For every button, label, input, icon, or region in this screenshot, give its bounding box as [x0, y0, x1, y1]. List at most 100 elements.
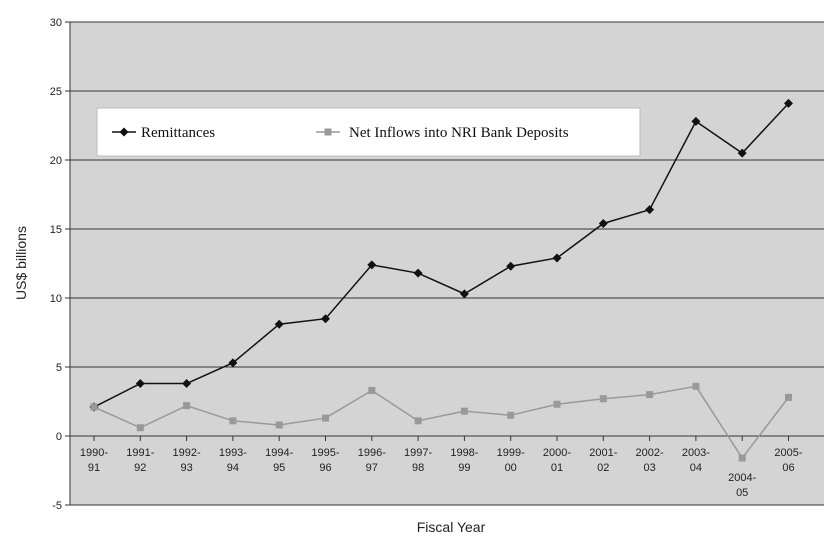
x-tick-labels: 1990- 91 1991- 92 1992- 93 1993- 94 1994- 95 1995-…	[80, 447, 803, 499]
data-point-1-4	[275, 421, 283, 429]
y-tick-labels: -5 0 5 10 15 20 25 30	[50, 17, 62, 512]
x-tick-label: 1994- 95	[265, 447, 293, 474]
data-point-1-15	[785, 393, 792, 401]
data-point-1-13	[692, 382, 700, 390]
x-tick-label-line: 2004-	[728, 472, 756, 484]
legend-marker-nri-deposits	[324, 128, 332, 136]
x-tick-label-line: 1997-	[404, 447, 432, 459]
x-tick-label: 2001- 02	[589, 447, 617, 474]
x-tick-label-line: 1996-	[358, 447, 386, 459]
x-tick-label-line: 94	[227, 462, 239, 474]
x-tick-label: 1996- 97	[358, 447, 386, 474]
x-tick-label-line: 2002-	[636, 447, 664, 459]
x-tick-label-line: 03	[643, 462, 655, 474]
data-point-1-10	[553, 400, 561, 408]
y-tick-label: 0	[56, 431, 62, 443]
x-tick-label-line: 91	[88, 462, 100, 474]
data-point-0-12	[645, 205, 655, 215]
data-point-0-14	[737, 148, 747, 158]
x-tick-label-line: 1991-	[126, 447, 154, 459]
x-axis-title: Fiscal Year	[417, 519, 486, 535]
data-point-1-8	[460, 407, 468, 415]
data-point-0-8	[459, 289, 469, 299]
plot-area	[70, 22, 824, 505]
data-point-0-9	[506, 261, 516, 271]
data-point-0-3	[228, 358, 238, 368]
x-tick-label: 2003- 04	[682, 447, 710, 474]
data-point-1-11	[599, 395, 607, 403]
y-tick-label: 10	[50, 293, 62, 305]
data-point-0-2	[182, 379, 192, 389]
grid-lines	[65, 21, 824, 506]
data-point-1-14	[738, 454, 746, 462]
x-tick-label-line: 2005-	[774, 447, 802, 459]
x-tick-label-line: 2003-	[682, 447, 710, 459]
data-point-0-1	[135, 379, 145, 389]
x-tick-label-line: 98	[412, 462, 424, 474]
data-point-1-6	[368, 386, 376, 394]
y-tick-label: -5	[52, 500, 62, 512]
x-tick-label: 1992- 93	[173, 447, 201, 474]
data-point-0-15	[784, 98, 793, 108]
data-point-1-9	[507, 411, 515, 419]
x-tick-label-line: 97	[366, 462, 378, 474]
x-tick-label-line: 93	[180, 462, 192, 474]
data-point-0-5	[321, 314, 330, 324]
data-point-1-0	[90, 403, 98, 411]
x-tick-label-line: 06	[782, 462, 794, 474]
legend-label-nri-deposits: Net Inflows into NRI Bank Deposits	[349, 125, 569, 141]
x-tick-label-line: 92	[134, 462, 146, 474]
x-tick-label: 2002- 03	[636, 447, 664, 474]
x-tick-label: 1993- 94	[219, 447, 247, 474]
data-point-1-5	[322, 414, 329, 422]
x-tick-label-line: 2001-	[589, 447, 617, 459]
data-point-0-11	[598, 218, 608, 228]
legend-label-remittances: Remittances	[141, 125, 215, 141]
data-point-0-13	[691, 116, 701, 126]
legend-marker-remittances	[119, 127, 129, 137]
x-tick-label-line: 96	[319, 462, 331, 474]
series-layer	[89, 98, 793, 462]
data-point-0-4	[274, 319, 284, 329]
x-tick-label-line: 1998-	[450, 447, 478, 459]
legend-box	[96, 107, 641, 157]
y-tick-label: 30	[50, 17, 62, 29]
data-point-0-10	[552, 253, 562, 263]
y-tick-label: 15	[50, 224, 62, 236]
x-tick-label-line: 1994-	[265, 447, 293, 459]
x-tick-label-line: 04	[690, 462, 702, 474]
data-point-1-1	[136, 424, 144, 432]
x-tick-label-line: 1995-	[311, 447, 339, 459]
x-tick-label-line: 95	[273, 462, 285, 474]
x-tick-label-line: 02	[597, 462, 609, 474]
x-tick-label-line: 05	[736, 487, 748, 499]
x-tick-label: 2000- 01	[543, 447, 571, 474]
x-tick-label-line: 00	[505, 462, 517, 474]
x-tick-label-line: 1993-	[219, 447, 247, 459]
legend: Remittances Net Inflows into NRI Bank De…	[96, 107, 641, 157]
x-tick-label-line: 99	[458, 462, 470, 474]
data-point-1-12	[646, 391, 654, 399]
x-tick-label-line: 1992-	[173, 447, 201, 459]
x-tick-label: 2004- 05	[728, 472, 756, 499]
x-tick-label: 1991- 92	[126, 447, 154, 474]
y-tick-label: 20	[50, 155, 62, 167]
x-tick-label: 1999- 00	[497, 447, 525, 474]
x-tick-label: 2005- 06	[774, 447, 802, 474]
x-tick-label-line: 1999-	[497, 447, 525, 459]
y-tick-label: 5	[56, 362, 62, 374]
x-tick-label: 1998- 99	[450, 447, 478, 474]
y-axis-title: US$ billions	[13, 226, 29, 300]
y-tick-label: 25	[50, 86, 62, 98]
x-tick-label: 1990- 91	[80, 447, 108, 474]
data-point-1-3	[229, 417, 237, 425]
x-tick-label: 1997- 98	[404, 447, 432, 474]
data-point-1-7	[414, 417, 422, 425]
data-point-0-6	[367, 260, 377, 270]
series-line-1	[93, 385, 790, 460]
x-tick-label-line: 01	[551, 462, 563, 474]
data-point-0-7	[413, 268, 423, 278]
x-tick-label-line: 2000-	[543, 447, 571, 459]
series-line-0	[93, 102, 790, 408]
